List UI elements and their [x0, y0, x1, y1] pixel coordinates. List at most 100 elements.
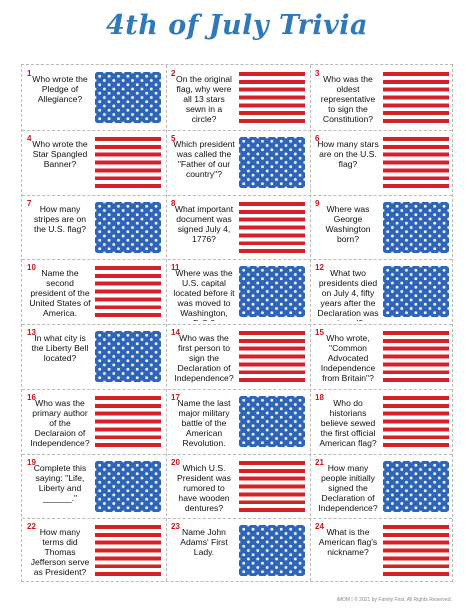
- flag-stars-image: [383, 266, 449, 318]
- question-number: 17: [171, 392, 180, 402]
- question-panel: 8 What important document was signed July…: [169, 197, 235, 257]
- question-panel: 5 Which president was called the "Father …: [169, 132, 235, 192]
- question-number: 7: [27, 198, 32, 208]
- question-text: Complete this saying: "Life, Liberty and…: [33, 462, 87, 503]
- flag-stars-image: [95, 460, 161, 512]
- flag-stars-image: [239, 525, 305, 577]
- flag-stripes-image: [383, 331, 449, 382]
- question-text: Who wrote, "Common Advocated Independenc…: [320, 333, 376, 383]
- trivia-card: 10 Name the second president of the Unite…: [22, 259, 166, 324]
- flag-stars-image: [383, 460, 449, 512]
- trivia-card: 24 What is the American flag's nickname?: [310, 518, 454, 583]
- question-text: What is the American flag's nickname?: [318, 527, 378, 558]
- question-panel: 3 Who was the oldest representative to si…: [313, 67, 379, 127]
- question-number: 8: [171, 198, 176, 208]
- cut-line-vertical: [310, 65, 311, 581]
- question-panel: 21 How many people initially signed the D…: [313, 456, 379, 516]
- trivia-card: 1 Who wrote the Pledge of Allegiance?: [22, 65, 166, 130]
- flag-stripes-image: [239, 201, 305, 253]
- question-panel: 18 Who do historians believe sewed the fi…: [313, 391, 379, 451]
- question-text: What important document was signed July …: [174, 203, 234, 244]
- flag-stripes-image: [383, 525, 449, 577]
- question-number: 20: [171, 457, 180, 467]
- trivia-card: 12 What two presidents died on July 4, fi…: [310, 259, 454, 324]
- question-text: Who was the primary author of the Declar…: [30, 397, 90, 448]
- flag-stripes-image: [239, 72, 305, 123]
- cut-line-horizontal: [22, 259, 452, 261]
- trivia-card: 13 In what city is the Liberty Bell locat…: [22, 324, 166, 389]
- trivia-card: 8 What important document was signed July…: [166, 195, 310, 260]
- trivia-card: 3 Who was the oldest representative to si…: [310, 65, 454, 130]
- flag-stripes-image: [95, 525, 161, 577]
- trivia-card: 21 How many people initially signed the D…: [310, 454, 454, 519]
- flag-stripes-image: [383, 136, 449, 188]
- question-text: Who was the first person to sign the Dec…: [174, 333, 234, 383]
- question-panel: 19 Complete this saying: "Life, Liberty a…: [25, 456, 91, 516]
- trivia-card: 19 Complete this saying: "Life, Liberty a…: [22, 454, 166, 519]
- question-text: Who wrote the Star Spangled Banner?: [32, 138, 88, 169]
- cut-line-horizontal: [22, 129, 452, 131]
- trivia-card: 17 Name the last major military battle of…: [166, 389, 310, 454]
- trivia-card: 23 Name John Adams' First Lady.: [166, 518, 310, 583]
- flag-stripes-image: [95, 395, 161, 447]
- question-number: 2: [171, 69, 176, 78]
- flag-stripes-image: [383, 72, 449, 123]
- question-number: 24: [315, 522, 324, 532]
- question-panel: 11 Where was the U.S. capital located bef…: [169, 261, 235, 321]
- question-panel: 2 On the original flag, why were all 13 s…: [169, 67, 235, 127]
- question-panel: 22 How many terms did Thomas Jefferson se…: [25, 520, 91, 580]
- question-panel: 6 How many stars are on the U.S. flag?: [313, 132, 379, 192]
- question-number: 14: [171, 328, 180, 337]
- page-title: 4th of July Trivia: [105, 10, 369, 41]
- flag-stripes-image: [383, 395, 449, 447]
- question-panel: 24 What is the American flag's nickname?: [313, 520, 379, 580]
- question-number: 1: [27, 69, 32, 78]
- trivia-card-grid: 1 Who wrote the Pledge of Allegiance? 2 On …: [21, 64, 453, 582]
- question-text: Where was George Washington born?: [325, 203, 371, 244]
- question-panel: 20 Which U.S. President was rumored to ha…: [169, 456, 235, 516]
- cut-line-vertical: [166, 65, 167, 581]
- trivia-card: 4 Who wrote the Star Spangled Banner?: [22, 130, 166, 195]
- flag-stripes-image: [239, 331, 305, 382]
- cut-line-horizontal: [22, 324, 452, 325]
- trivia-card: 20 Which U.S. President was rumored to ha…: [166, 454, 310, 519]
- question-panel: 14 Who was the first person to sign the D…: [169, 326, 235, 386]
- flag-stars-image: [239, 266, 305, 318]
- question-text: How many people initially signed the Dec…: [318, 462, 378, 513]
- trivia-card: 11 Where was the U.S. capital located bef…: [166, 259, 310, 324]
- question-text: Who wrote the Pledge of Allegiance?: [32, 74, 88, 104]
- trivia-card: 18 Who do historians believe sewed the fi…: [310, 389, 454, 454]
- trivia-card: 6 How many stars are on the U.S. flag?: [310, 130, 454, 195]
- question-text: Name the second president of the United …: [29, 268, 91, 319]
- question-panel: 7 How many stripes are on the U.S. flag?: [25, 197, 91, 257]
- question-text: Which president was called the "Father o…: [173, 138, 235, 179]
- flag-stars-image: [95, 72, 161, 123]
- question-text: What two presidents died on July 4, fift…: [317, 268, 379, 321]
- cut-line-horizontal: [22, 518, 452, 520]
- question-number: 11: [171, 263, 180, 273]
- question-number: 19: [27, 457, 36, 467]
- flag-stripes-image: [239, 460, 305, 512]
- question-text: Name John Adams' First Lady.: [180, 527, 228, 558]
- question-number: 23: [171, 522, 180, 532]
- question-panel: 13 In what city is the Liberty Bell locat…: [25, 326, 91, 386]
- question-panel: 10 Name the second president of the Unite…: [25, 261, 91, 321]
- question-number: 15: [315, 328, 324, 337]
- question-panel: 9 Where was George Washington born?: [313, 197, 379, 257]
- question-number: 5: [171, 133, 176, 143]
- flag-stars-image: [95, 331, 161, 382]
- cut-line-horizontal: [22, 194, 452, 196]
- question-number: 22: [27, 522, 36, 532]
- question-text: How many terms did Thomas Jefferson serv…: [30, 527, 90, 578]
- trivia-card: 7 How many stripes are on the U.S. flag?: [22, 195, 166, 260]
- question-panel: 12 What two presidents died on July 4, fi…: [313, 261, 379, 321]
- question-number: 21: [315, 457, 324, 467]
- flag-stars-image: [239, 395, 305, 447]
- question-text: Name the last major military battle of t…: [177, 397, 231, 448]
- question-panel: 15 Who wrote, "Common Advocated Independe…: [313, 326, 379, 386]
- trivia-card: 5 Which president was called the "Father …: [166, 130, 310, 195]
- flag-stripes-image: [95, 266, 161, 318]
- question-text: In what city is the Liberty Bell located…: [31, 333, 89, 363]
- question-text: Which U.S. President was rumored to have…: [177, 462, 231, 513]
- question-text: Who do historians believe sewed the firs…: [319, 397, 377, 448]
